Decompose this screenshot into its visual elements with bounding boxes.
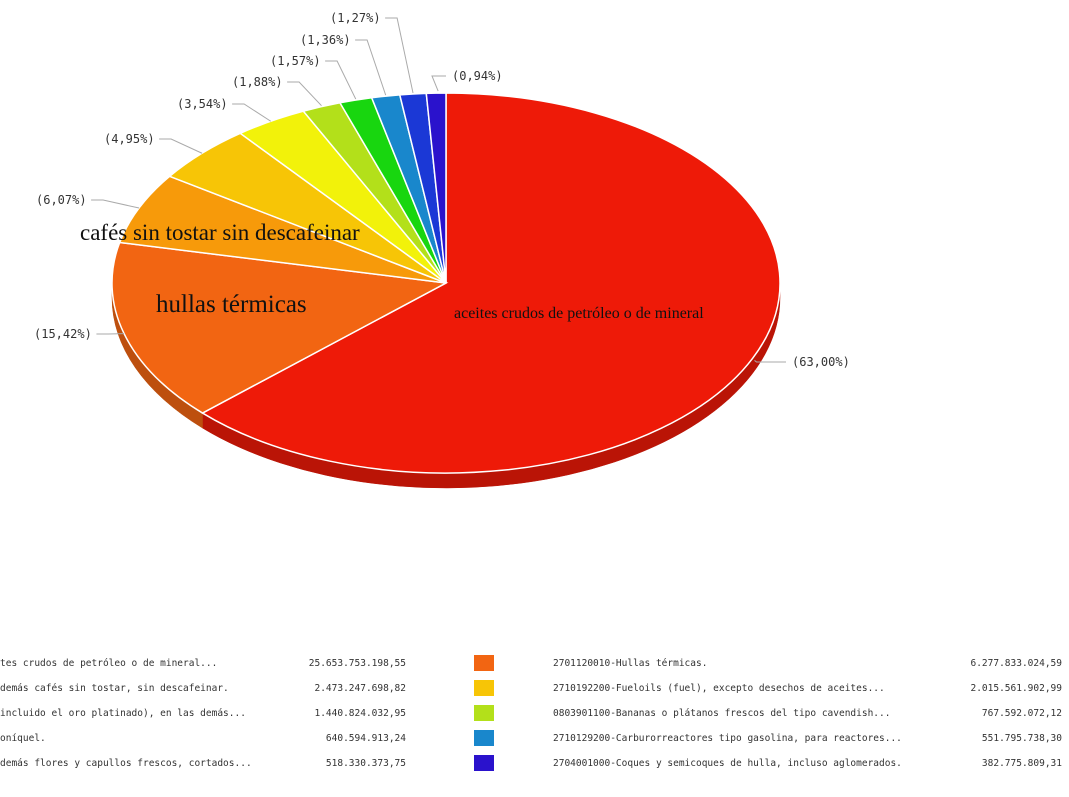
legend-item-name: demás flores y capullos frescos, cortado…	[0, 758, 252, 769]
legend-item-value: 551.795.738,30	[981, 733, 1062, 744]
legend-item: tes crudos de petróleo o de mineral... 25…	[0, 658, 1069, 676]
legend-item-name: oníquel.	[0, 733, 46, 744]
legend-item-value: 2.473.247.698,82	[314, 683, 406, 694]
leader-line-7	[355, 39, 387, 96]
legend-item: 2704001000-Coques y semicoques de hulla,…	[0, 755, 1069, 776]
legend-item-value: 518.330.373,75	[325, 758, 406, 769]
pie-slice-0[interactable]	[201, 92, 781, 474]
pie-chart: (63,00%) (15,42%) (6,07%) (4,95%) (3,54%) (1,…	[34, 11, 850, 489]
legend-item: 2710192200-Fueloils (fuel), excepto dese…	[0, 680, 1069, 701]
inside-label-2: cafés sin tostar sin descafeinar	[80, 220, 360, 245]
inside-labels: aceites crudos de petróleo o de mineral h…	[80, 220, 704, 322]
legend-item: 2701120010-Hullas térmicas. 6.277.833.024…	[0, 655, 1069, 676]
leader-line-2	[91, 199, 140, 209]
leader-line-5	[287, 81, 322, 107]
leader-line-0	[754, 360, 786, 363]
leader-line-4	[232, 103, 272, 122]
legend-item-value: 6.277.833.024,59	[970, 658, 1062, 669]
percent-label-6: (1,57%)	[270, 54, 321, 68]
legend-item-name: 2701120010-Hullas térmicas.	[553, 658, 708, 669]
legend-swatch	[474, 680, 494, 696]
legend-swatch	[474, 755, 494, 771]
legend-item-name: 2710192200-Fueloils (fuel), excepto dese…	[553, 683, 885, 694]
legend-item-name: 2704001000-Coques y semicoques de hulla,…	[553, 758, 902, 769]
inside-label-1: hullas térmicas	[156, 291, 307, 318]
percent-label-5: (1,88%)	[232, 75, 283, 89]
legend-item-value: 1.440.824.032,95	[314, 708, 406, 719]
percent-label-8: (1,27%)	[330, 11, 381, 25]
legend-item-name: tes crudos de petróleo o de mineral...	[0, 658, 218, 669]
leader-line-3	[159, 138, 203, 154]
legend-item: incluido el oro platinado), en las demás…	[0, 708, 1069, 726]
inside-label-0: aceites crudos de petróleo o de mineral	[454, 305, 704, 322]
percent-labels: (63,00%) (15,42%) (6,07%) (4,95%) (3,54%) (1,…	[34, 11, 850, 369]
percent-label-2: (6,07%)	[36, 193, 87, 207]
leader-line-6	[325, 60, 357, 100]
legend-item-name: incluido el oro platinado), en las demás…	[0, 708, 246, 719]
leader-lines	[91, 17, 786, 363]
pie-slice-9[interactable]	[425, 92, 447, 284]
pie-slices	[111, 92, 781, 474]
legend: tes crudos de petróleo o de mineral... 25…	[0, 652, 1069, 797]
legend-item: 0803901100-Bananas o plátanos frescos de…	[0, 705, 1069, 726]
legend-item-value: 2.015.561.902,99	[970, 683, 1062, 694]
leader-line-8	[385, 17, 414, 94]
percent-label-1: (15,42%)	[34, 327, 92, 341]
legend-swatch	[474, 730, 494, 746]
legend-swatch	[474, 655, 494, 671]
legend-swatch	[474, 705, 494, 721]
pie-slice-2[interactable]	[118, 175, 447, 284]
legend-item-name: 0803901100-Bananas o plátanos frescos de…	[553, 708, 891, 719]
legend-item-name: 2710129200-Carburorreactores tipo gasoli…	[553, 733, 902, 744]
legend-item: 2710129200-Carburorreactores tipo gasoli…	[0, 730, 1069, 751]
percent-label-0: (63,00%)	[792, 355, 850, 369]
percent-label-3: (4,95%)	[104, 132, 155, 146]
legend-item-name: demás cafés sin tostar, sin descafeinar.	[0, 683, 229, 694]
leader-line-9	[431, 75, 446, 92]
legend-item-value: 767.592.072,12	[981, 708, 1062, 719]
legend-item-value: 25.653.753.198,55	[308, 658, 406, 669]
legend-item-value: 640.594.913,24	[325, 733, 406, 744]
legend-item: demás cafés sin tostar, sin descafeinar.…	[0, 683, 1069, 701]
percent-label-9: (0,94%)	[452, 69, 503, 83]
percent-label-4: (3,54%)	[177, 97, 228, 111]
legend-item-value: 382.775.809,31	[981, 758, 1062, 769]
percent-label-7: (1,36%)	[300, 33, 351, 47]
legend-item: demás flores y capullos frescos, cortado…	[0, 758, 1069, 776]
legend-item: oníquel. 640.594.913,24	[0, 733, 1069, 751]
